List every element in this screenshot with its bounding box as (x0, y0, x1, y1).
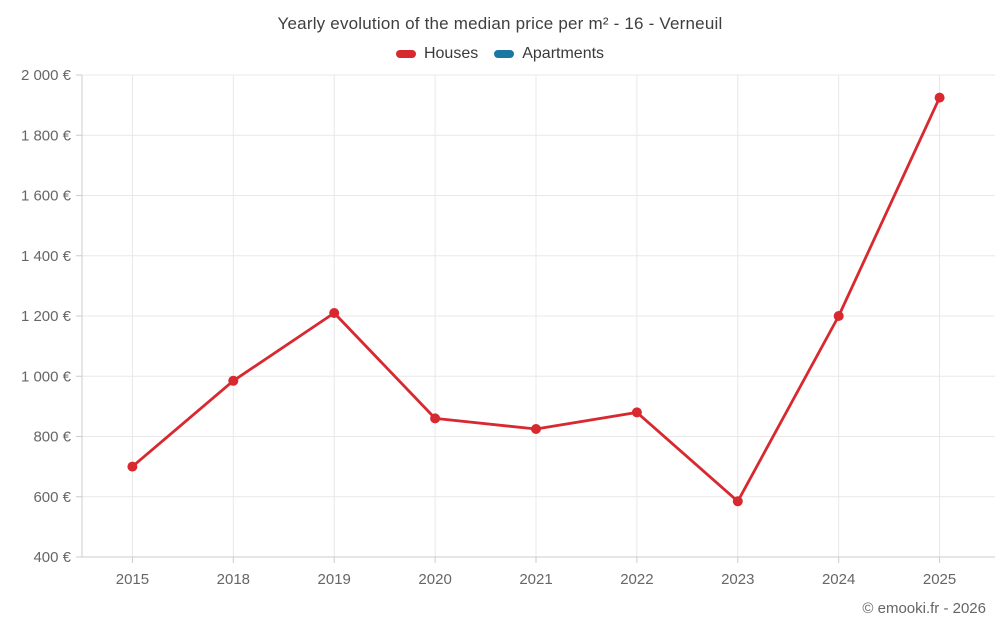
houses-data-point[interactable] (732, 496, 743, 507)
houses-data-point[interactable] (934, 92, 945, 103)
chart-title: Yearly evolution of the median price per… (277, 14, 723, 33)
x-axis-label: 2020 (418, 571, 451, 588)
x-axis-label: 2022 (620, 571, 653, 588)
legend-item-apartments[interactable]: Apartments (494, 45, 604, 63)
apartments-swatch-icon (494, 50, 515, 58)
y-axis-label: 800 € (33, 429, 71, 446)
x-axis-label: 2023 (721, 571, 754, 588)
x-axis-label: 2025 (923, 571, 956, 588)
x-axis-label: 2015 (116, 571, 149, 588)
y-axis-label: 1 200 € (21, 308, 72, 325)
x-axis-label: 2024 (822, 571, 855, 588)
legend-label-houses: Houses (423, 45, 479, 62)
legend-label-apartments: Apartments (522, 45, 605, 62)
legend-item-houses[interactable]: Houses (395, 45, 479, 63)
houses-swatch-icon (395, 50, 416, 58)
houses-data-point[interactable] (127, 461, 138, 472)
y-axis-label: 400 € (33, 549, 71, 566)
houses-data-point[interactable] (833, 311, 844, 321)
legend: Houses Apartments (0, 45, 1000, 63)
houses-data-point[interactable] (329, 308, 340, 318)
x-axis-label: 2021 (519, 571, 552, 588)
y-axis-label: 2 000 € (21, 67, 72, 84)
copyright: © emooki.fr - 2026 (862, 600, 986, 617)
houses-data-point[interactable] (228, 375, 239, 386)
y-axis-label: 1 400 € (21, 248, 72, 265)
x-axis-label: 2018 (217, 571, 250, 588)
houses-data-point[interactable] (430, 413, 441, 424)
houses-data-point[interactable] (531, 424, 541, 434)
houses-data-point[interactable] (631, 407, 642, 418)
y-axis-label: 1 800 € (21, 127, 72, 144)
y-axis-label: 600 € (33, 489, 71, 506)
x-axis-label: 2019 (318, 571, 351, 588)
y-axis-label: 1 600 € (21, 188, 72, 205)
y-axis-label: 1 000 € (21, 368, 72, 385)
